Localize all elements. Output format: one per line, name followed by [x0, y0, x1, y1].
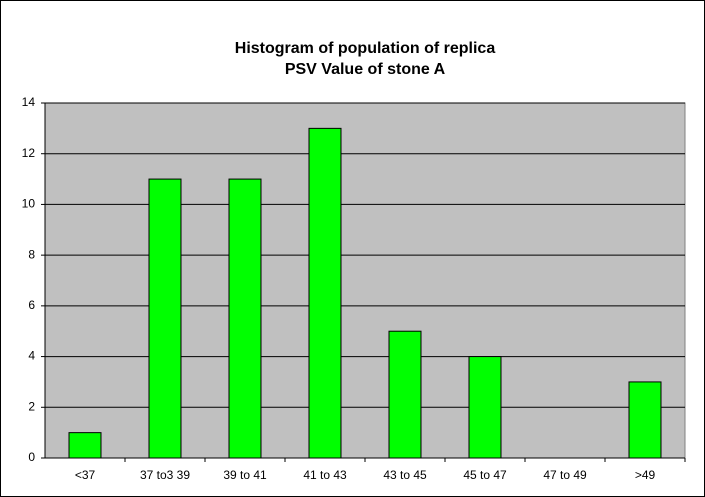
- bar: [68, 432, 102, 459]
- y-tick-label: 14: [22, 95, 36, 109]
- y-tick-label: 6: [28, 298, 35, 312]
- bar: [148, 178, 182, 459]
- plot-area: [44, 102, 686, 459]
- y-tick-label: 4: [28, 349, 35, 363]
- bar: [308, 127, 342, 459]
- y-tick-label: 2: [28, 399, 35, 413]
- x-tick-label: <37: [75, 468, 96, 482]
- x-tick-label: 43 to 45: [383, 468, 427, 482]
- y-tick-label: 0: [28, 450, 35, 464]
- x-tick-label: 39 to 41: [223, 468, 267, 482]
- bar: [388, 330, 422, 459]
- y-tick-label: 12: [22, 146, 36, 160]
- chart-title: PSV Value of stone A: [285, 61, 446, 78]
- chart-title: Histogram of population of replica: [235, 40, 496, 57]
- x-tick-label: 41 to 43: [303, 468, 347, 482]
- x-tick-label: 37 to3 39: [140, 468, 190, 482]
- bar: [228, 178, 262, 459]
- y-tick-label: 10: [22, 197, 36, 211]
- x-tick-label: >49: [635, 468, 656, 482]
- bar: [628, 381, 662, 459]
- y-tick-label: 8: [28, 247, 35, 261]
- x-tick-label: 45 to 47: [463, 468, 507, 482]
- x-tick-label: 47 to 49: [543, 468, 587, 482]
- bar: [468, 356, 502, 459]
